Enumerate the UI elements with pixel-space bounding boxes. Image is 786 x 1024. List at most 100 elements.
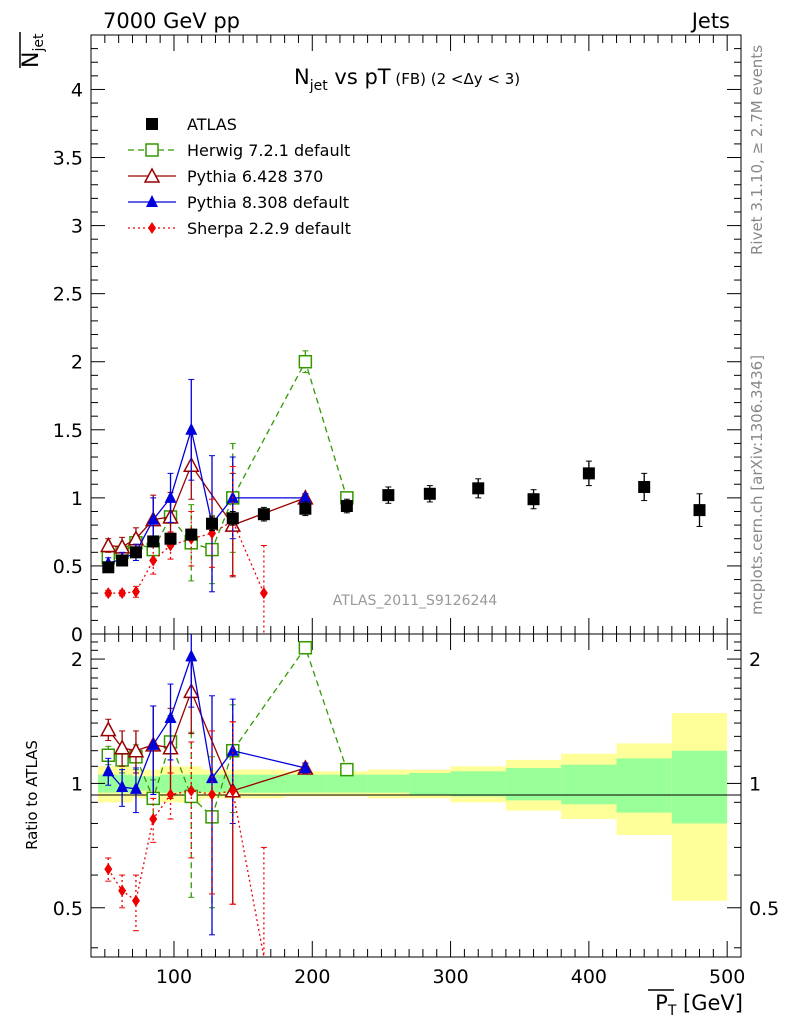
ratio-point-sherpa xyxy=(104,863,113,876)
plot-title: Njet vs pT (FB) (2 <Δy < 3) xyxy=(294,65,520,94)
mcplots-label: mcplots.cern.ch [arXiv:1306.3436] xyxy=(748,355,766,615)
legend-item-atlas: ATLAS xyxy=(146,115,237,134)
point-atlas xyxy=(582,467,595,480)
xtick-label: 100 xyxy=(156,966,192,988)
ratio-ytick-label: 2 xyxy=(71,649,83,671)
svg-text:Njet: Njet xyxy=(19,33,47,68)
xtick-label: 200 xyxy=(294,966,330,988)
point-atlas xyxy=(116,554,129,567)
top-ytick-label: 0 xyxy=(71,624,83,646)
point-atlas xyxy=(423,487,436,500)
point-pythia8 xyxy=(164,490,177,503)
series-line-herwig xyxy=(108,360,348,559)
ratio-ytick-label-right: 0.5 xyxy=(749,898,779,920)
band-inner xyxy=(160,774,174,793)
xlabel-unit: [GeV] xyxy=(676,991,743,1015)
ratio-ylabel: Ratio to ATLAS xyxy=(23,740,41,850)
band-inner xyxy=(671,750,728,824)
ratio-series-sherpa xyxy=(104,721,267,958)
xtick-label: 400 xyxy=(571,966,607,988)
point-pythia8 xyxy=(147,512,160,525)
point-pythia8 xyxy=(185,422,198,435)
top-ytick-label: 2 xyxy=(71,352,83,374)
ratio-point-pythia6 xyxy=(113,739,131,755)
top-ytick-label: 3.5 xyxy=(53,148,83,170)
top-ytick-label: 2.5 xyxy=(53,284,83,306)
ratio-point-sherpa xyxy=(149,813,158,826)
top-axis-ticks: 0 0.5 1 1.5 2 2.5 3 3.5 4 100 200 300 400 500 xyxy=(53,35,745,988)
legend-marker-atlas xyxy=(146,118,158,130)
series-atlas xyxy=(102,460,706,574)
ratio-ytick-label: 1 xyxy=(71,773,83,795)
rivet-label: Rivet 3.1.10, ≥ 2.7M events xyxy=(748,45,766,255)
ratio-point-sherpa xyxy=(208,788,217,801)
band-inner xyxy=(326,774,368,793)
top-ytick-label: 1.5 xyxy=(53,420,83,442)
ratio-point-pythia6 xyxy=(100,721,117,737)
point-atlas xyxy=(299,502,312,515)
legend-item-herwig: Herwig 7.2.1 default xyxy=(128,141,350,160)
band-inner xyxy=(367,774,410,793)
point-atlas xyxy=(206,517,219,530)
xlabel-sub: T xyxy=(667,1003,677,1019)
point-atlas xyxy=(638,480,651,493)
xtick-label: 300 xyxy=(432,966,468,988)
ratio-panel-frame xyxy=(90,633,742,958)
legend-item-pythia8: Pythia 8.308 default xyxy=(128,193,349,212)
band-inner xyxy=(409,772,451,795)
title-fb: (FB) xyxy=(391,70,426,88)
xtick-label: 500 xyxy=(709,966,745,988)
legend-marker-sherpa xyxy=(148,222,156,234)
point-atlas xyxy=(147,535,160,548)
ratio-point-pythia8 xyxy=(116,780,129,793)
ratio-point-pythia8 xyxy=(164,711,177,724)
point-atlas xyxy=(129,546,142,559)
analysis-watermark: ATLAS_2011_S9126244 xyxy=(333,593,498,609)
point-atlas xyxy=(693,504,706,517)
series-sherpa xyxy=(104,466,268,635)
band-inner xyxy=(284,774,327,793)
point-sherpa xyxy=(118,587,127,600)
xlabel-main: P xyxy=(655,991,668,1015)
top-data-series xyxy=(100,350,706,635)
title-sub: jet xyxy=(309,78,329,94)
ylabel-main: N xyxy=(19,52,44,68)
ratio-point-pythia8 xyxy=(185,649,198,662)
ratio-point-pythia8 xyxy=(147,737,160,750)
point-atlas xyxy=(102,561,115,574)
point-atlas xyxy=(226,512,239,525)
ratio-axis-ticks: 0.5 0.5 1 1 2 2 xyxy=(53,641,779,949)
legend-marker-pythia8 xyxy=(146,195,158,207)
ratio-ytick-label: 0.5 xyxy=(53,898,83,920)
point-atlas xyxy=(382,489,395,502)
ratio-point-herwig xyxy=(340,762,354,777)
collision-label: 7000 GeV pp xyxy=(103,9,240,33)
legend-item-pythia6: Pythia 6.428 370 xyxy=(128,167,323,186)
legend-label-pythia6: Pythia 6.428 370 xyxy=(187,167,323,186)
legend: ATLAS Herwig 7.2.1 default Pythia 6.428 37… xyxy=(128,115,351,238)
ratio-line-herwig xyxy=(108,646,348,819)
point-sherpa xyxy=(149,554,158,567)
legend-label-atlas: ATLAS xyxy=(187,115,237,134)
legend-marker-pythia6 xyxy=(143,167,161,183)
ratio-ytick-label-right: 2 xyxy=(749,649,761,671)
ratio-point-pythia8 xyxy=(129,781,142,794)
xaxis-label: PT [GeV] xyxy=(648,989,743,1019)
ylabel-sub: jet xyxy=(31,33,47,53)
point-pythia6 xyxy=(100,536,117,553)
point-herwig xyxy=(298,354,313,369)
ratio-point-pythia6 xyxy=(127,742,145,758)
category-label: Jets xyxy=(690,9,730,33)
ratio-point-sherpa xyxy=(228,784,237,797)
point-atlas xyxy=(185,528,198,541)
band-inner xyxy=(450,771,506,797)
point-sherpa xyxy=(104,587,113,600)
point-atlas xyxy=(472,482,485,495)
point-atlas xyxy=(164,532,177,545)
point-sherpa xyxy=(131,585,140,598)
band-inner xyxy=(561,764,617,805)
legend-label-pythia8: Pythia 8.308 default xyxy=(187,193,349,212)
point-atlas xyxy=(257,508,270,521)
ratio-point-herwig xyxy=(298,641,313,655)
